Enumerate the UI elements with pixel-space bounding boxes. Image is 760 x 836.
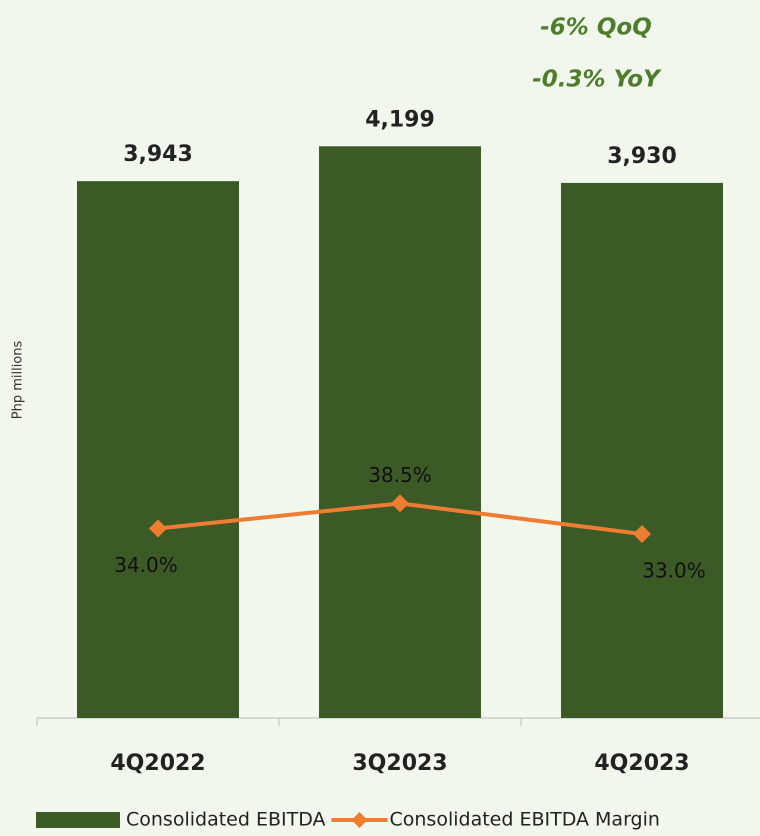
- line-marker: [633, 525, 651, 544]
- data-label: 4,199: [365, 107, 435, 132]
- legend-label: Consolidated EBITDA: [126, 809, 326, 831]
- data-label: 3,943: [123, 142, 193, 167]
- bar: [319, 146, 481, 719]
- x-tick-label: 3Q2023: [352, 751, 447, 776]
- legend-swatch: [351, 812, 368, 828]
- data-label: 34.0%: [114, 553, 178, 577]
- bar: [561, 182, 723, 718]
- x-tick-label: 4Q2023: [594, 751, 689, 776]
- y-axis-label: Php millions: [11, 341, 26, 420]
- annotation: -0.3% YoY: [532, 67, 662, 93]
- line-marker: [149, 519, 167, 538]
- data-label: 33.0%: [642, 559, 706, 583]
- data-label: 3,930: [607, 144, 677, 169]
- legend-label: Consolidated EBITDA Margin: [390, 809, 660, 831]
- annotation: -6% QoQ: [540, 15, 652, 41]
- legend-swatch: [36, 812, 120, 828]
- bar: [77, 181, 239, 718]
- x-tick-label: 4Q2022: [110, 751, 205, 776]
- line-marker: [391, 494, 409, 513]
- data-label: 38.5%: [368, 463, 432, 487]
